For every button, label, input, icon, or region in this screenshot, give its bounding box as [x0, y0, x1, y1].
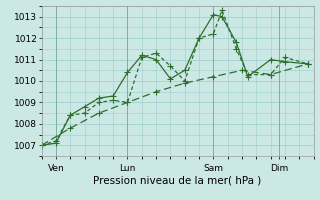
X-axis label: Pression niveau de la mer( hPa ): Pression niveau de la mer( hPa ): [93, 175, 262, 185]
